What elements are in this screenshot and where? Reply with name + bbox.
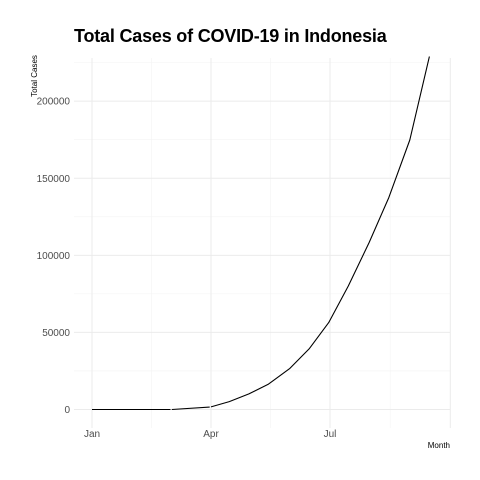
series-line-segment <box>210 56 430 408</box>
y-tick-label: 50000 <box>42 328 70 339</box>
y-tick-label: 200000 <box>37 97 71 108</box>
x-tick-label: Jul <box>324 429 337 440</box>
grid-minor <box>74 58 450 428</box>
series-line-segment <box>171 406 210 411</box>
grid-major <box>74 58 451 428</box>
y-axis-ticks: 0 50000 100000 150000 200000 <box>37 97 71 416</box>
x-axis-label: Month <box>428 441 450 450</box>
data-lines <box>92 56 430 411</box>
y-axis-label: Total Cases <box>30 55 39 97</box>
x-axis-ticks: Jan Apr Jul <box>84 429 336 440</box>
x-tick-label: Apr <box>203 429 219 440</box>
x-tick-label: Jan <box>84 429 100 440</box>
y-tick-label: 150000 <box>37 174 71 185</box>
y-tick-label: 100000 <box>37 251 71 262</box>
y-tick-label: 0 <box>64 405 70 416</box>
chart-title: Total Cases of COVID-19 in Indonesia <box>74 26 387 46</box>
